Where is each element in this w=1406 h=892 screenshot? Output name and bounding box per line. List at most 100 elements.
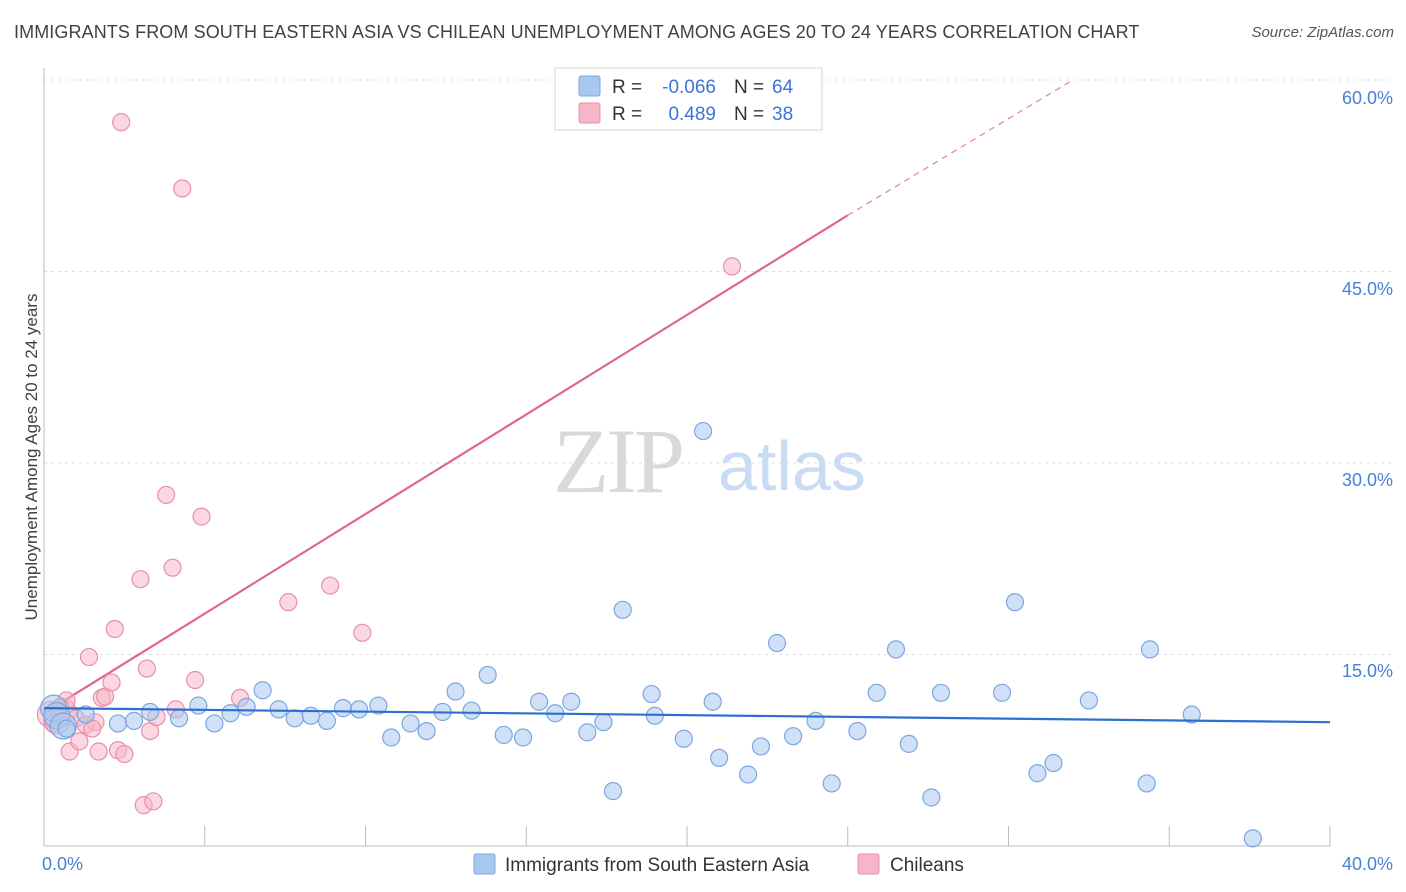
chileans-point <box>89 742 108 761</box>
series-legend: Immigrants from South Eastern Asia Chile… <box>473 853 964 876</box>
immigrants-point <box>530 692 549 711</box>
chileans-point <box>722 257 742 276</box>
immigrants-point <box>285 709 304 728</box>
legend-r-label-blue: R = <box>612 77 642 98</box>
immigrants-trend-line <box>43 707 1331 724</box>
immigrants-point <box>140 702 160 722</box>
chart-title: IMMIGRANTS FROM SOUTH EASTERN ASIA VS CH… <box>14 22 1140 42</box>
immigrants-point <box>751 737 771 756</box>
chileans-point <box>321 576 340 595</box>
immigrants-point <box>899 734 918 753</box>
immigrants-point <box>613 600 632 619</box>
chileans-point <box>115 744 134 764</box>
immigrants-point <box>822 774 841 793</box>
legend-r-value-blue: -0.066 <box>662 77 716 98</box>
bottom-legend-swatch-pink <box>857 853 880 875</box>
immigrants-point <box>1079 691 1098 710</box>
bottom-legend-label-blue: Immigrants from South Eastern Asia <box>505 855 810 876</box>
immigrants-point <box>922 788 941 807</box>
immigrants-point <box>205 714 224 733</box>
immigrants-point <box>301 706 320 725</box>
legend-r-value-pink: 0.489 <box>668 104 716 125</box>
immigrants-point <box>931 683 951 702</box>
immigrants-point <box>886 640 906 659</box>
chileans-point <box>173 179 192 198</box>
correlation-legend: R = -0.066 N = 64 R = 0.489 N = 38 <box>554 67 823 131</box>
immigrants-point <box>221 704 240 723</box>
legend-n-label-pink: N = <box>734 104 764 125</box>
immigrants-point <box>594 713 613 732</box>
immigrants-point <box>848 721 867 741</box>
immigrants-point <box>1028 764 1047 783</box>
x-tick-label-max: 40.0% <box>1342 854 1393 874</box>
chileans-trend-line <box>43 214 849 715</box>
immigrants-point <box>417 721 436 741</box>
immigrants-point <box>703 692 722 711</box>
chileans-point <box>186 670 205 690</box>
immigrants-point <box>1005 593 1025 612</box>
immigrants-point <box>513 728 533 747</box>
immigrants-point <box>369 696 388 715</box>
grid-lines <box>44 79 1393 655</box>
x-tick-label-min: 0.0% <box>42 854 83 874</box>
immigrants-point <box>253 681 272 700</box>
immigrants-point <box>1140 640 1160 659</box>
chileans-point <box>144 792 163 811</box>
immigrants-point <box>1243 829 1262 848</box>
immigrants-point <box>269 700 288 719</box>
chileans-trend-line-extension <box>847 79 1074 216</box>
chileans-point <box>70 732 89 751</box>
immigrants-point <box>446 682 465 701</box>
chileans-point <box>102 673 121 692</box>
chileans-point <box>105 619 124 639</box>
y-axis-label: Unemployment Among Ages 20 to 24 years <box>22 294 41 621</box>
chileans-point <box>157 485 176 505</box>
chileans-point <box>112 113 131 132</box>
watermark-atlas: atlas <box>718 427 866 505</box>
chileans-point <box>279 593 298 612</box>
immigrants-point <box>349 700 369 719</box>
chileans-point <box>163 558 182 577</box>
immigrants-point <box>562 692 581 711</box>
immigrants-point <box>738 765 758 784</box>
chileans-point <box>79 647 99 667</box>
bottom-legend-swatch-blue <box>473 853 496 875</box>
immigrants-point <box>124 711 144 730</box>
legend-r-label-pink: R = <box>612 104 642 125</box>
chileans-point <box>192 507 211 526</box>
immigrants-point <box>382 728 401 747</box>
immigrants-point <box>578 723 597 742</box>
immigrants-point <box>674 729 693 748</box>
chileans-point <box>353 623 372 642</box>
legend-n-value-blue: 64 <box>772 77 794 98</box>
immigrants-point <box>603 782 623 801</box>
x-axis-ticks <box>43 826 1331 846</box>
y-tick-label-60: 60.0% <box>1342 88 1393 108</box>
immigrants-point <box>1182 705 1201 724</box>
chileans-point <box>137 659 156 678</box>
immigrants-point <box>169 709 189 728</box>
immigrants-point <box>317 711 337 730</box>
immigrants-point <box>1137 774 1156 793</box>
immigrants-point <box>462 701 481 720</box>
watermark-zip: ZIP <box>553 410 682 512</box>
immigrants-point <box>867 683 886 702</box>
bottom-legend-label-pink: Chileans <box>890 855 964 876</box>
immigrants-point <box>710 748 729 768</box>
immigrants-point <box>237 697 256 716</box>
y-tick-label-15: 15.0% <box>1342 661 1393 681</box>
immigrants-point <box>693 421 713 441</box>
immigrants-point <box>642 684 661 704</box>
immigrants-point <box>1044 753 1063 773</box>
immigrants-point <box>333 699 353 718</box>
legend-n-value-pink: 38 <box>772 104 793 125</box>
immigrants-point <box>806 711 825 730</box>
chileans-point <box>131 570 150 589</box>
legend-n-label-blue: N = <box>734 77 764 98</box>
immigrants-point <box>76 705 95 724</box>
y-tick-label-45: 45.0% <box>1342 279 1393 299</box>
source-credit: Source: ZipAtlas.com <box>1251 24 1394 41</box>
immigrants-point <box>992 683 1012 702</box>
y-tick-label-30: 30.0% <box>1342 470 1393 490</box>
